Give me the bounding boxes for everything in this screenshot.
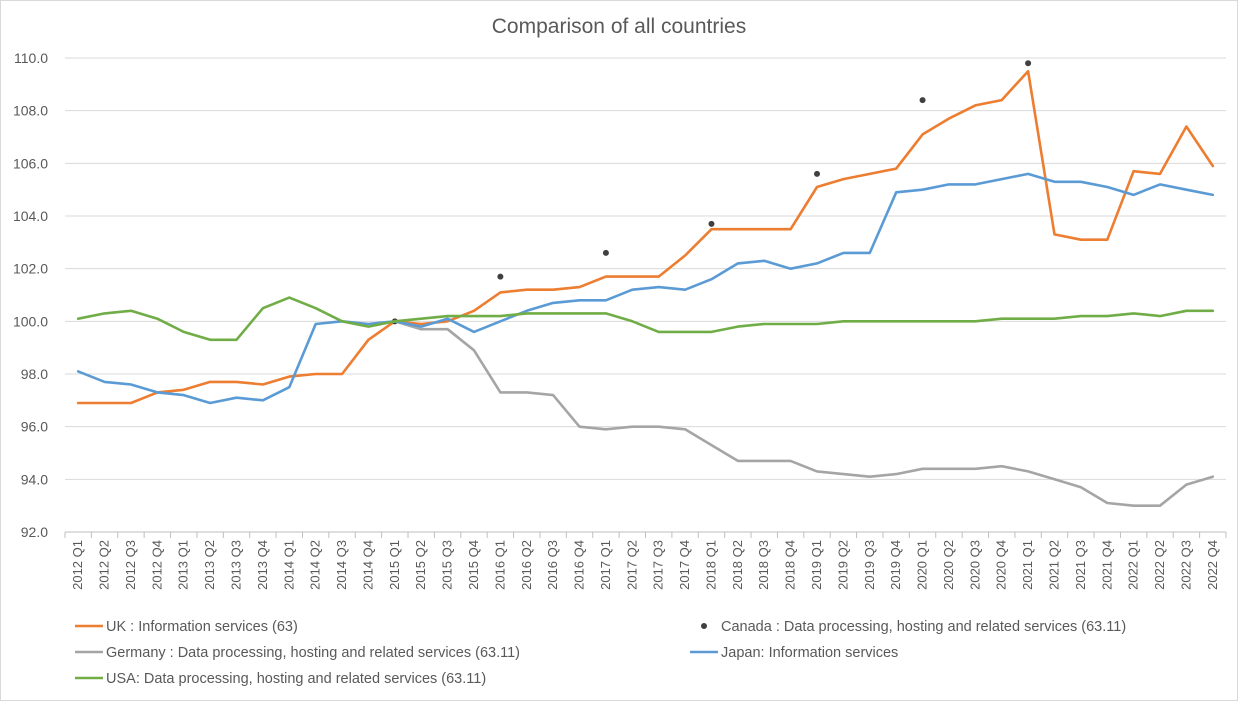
x-tick-label: 2021 Q2	[1046, 540, 1061, 590]
x-tick-label: 2014 Q4	[360, 540, 375, 590]
x-axis: 2012 Q1 2012 Q2 2012 Q3 2012 Q4 2013 Q1 2013 …	[64, 531, 1227, 590]
series-germany	[393, 320, 1215, 507]
x-tick-label: 2014 Q2	[308, 540, 323, 590]
legend-label: Germany : Data processing, hosting and r…	[106, 645, 520, 661]
x-tick-label: 2016 Q4	[572, 540, 587, 590]
series-line	[76, 69, 1215, 405]
series-line	[393, 320, 1215, 507]
x-tick-label: 2014 Q3	[334, 540, 349, 590]
y-tick-label: 102.0	[13, 261, 48, 277]
y-tick-label: 92.0	[21, 524, 48, 540]
x-tick-label: 2019 Q3	[862, 540, 877, 590]
y-tick-label: 108.0	[13, 103, 48, 119]
x-tick-label: 2019 Q2	[835, 540, 850, 590]
legend-item-japan: Japan: Information services	[690, 645, 898, 661]
x-tick-label: 2013 Q4	[255, 540, 270, 590]
series-layer	[76, 60, 1215, 507]
x-tick-label: 2015 Q2	[413, 540, 428, 590]
x-tick-label: 2017 Q2	[624, 540, 639, 590]
legend-marker	[701, 623, 707, 629]
x-tick-label: 2020 Q1	[915, 540, 930, 590]
x-tick-label: 2019 Q1	[809, 540, 824, 590]
x-tick-label: 2015 Q4	[466, 540, 481, 590]
data-point	[814, 170, 821, 177]
chart-title: Comparison of all countries	[492, 15, 746, 38]
x-tick-label: 2012 Q2	[97, 540, 112, 590]
legend-item-usa: USA: Data processing, hosting and relate…	[75, 671, 486, 687]
y-tick-label: 96.0	[21, 419, 48, 435]
x-tick-label: 2014 Q1	[281, 540, 296, 590]
x-tick-label: 2021 Q1	[1020, 540, 1035, 590]
legend-item-uk: UK : Information services (63)	[75, 619, 298, 635]
gridlines	[65, 57, 1226, 480]
x-tick-label: 2018 Q3	[756, 540, 771, 590]
y-tick-label: 110.0	[14, 50, 48, 66]
y-tick-label: 100.0	[13, 313, 48, 329]
x-tick-label: 2021 Q4	[1099, 540, 1114, 590]
series-usa	[76, 296, 1215, 342]
y-tick-label: 104.0	[13, 208, 48, 224]
x-tick-label: 2018 Q1	[703, 540, 718, 590]
x-tick-label: 2012 Q1	[70, 540, 85, 590]
legend-label: UK : Information services (63)	[106, 619, 298, 635]
x-tick-label: 2015 Q1	[387, 540, 402, 590]
legend-item-germany: Germany : Data processing, hosting and r…	[75, 645, 520, 661]
data-point	[919, 97, 926, 104]
y-axis: 92.0 94.0 96.0 98.0 100.0 102.0 104.0 106.0 108.…	[13, 50, 48, 540]
x-tick-label: 2017 Q1	[598, 540, 613, 590]
series-canada	[391, 60, 1032, 325]
y-tick-label: 94.0	[21, 471, 48, 487]
series-line	[76, 296, 1215, 342]
x-tick-label: 2015 Q3	[440, 540, 455, 590]
x-tick-label: 2017 Q4	[677, 540, 692, 590]
x-tick-label: 2018 Q2	[730, 540, 745, 590]
x-tick-label: 2012 Q3	[123, 540, 138, 590]
x-tick-label: 2022 Q4	[1205, 540, 1220, 590]
x-tick-label: 2022 Q1	[1126, 540, 1141, 590]
x-tick-label: 2016 Q2	[519, 540, 534, 590]
x-tick-label: 2022 Q3	[1178, 540, 1193, 590]
x-tick-label: 2021 Q3	[1073, 540, 1088, 590]
data-point	[497, 273, 504, 280]
y-tick-label: 98.0	[21, 366, 48, 382]
x-tick-label: 2016 Q1	[492, 540, 507, 590]
x-tick-label: 2020 Q2	[941, 540, 956, 590]
legend-label: Canada : Data processing, hosting and re…	[721, 619, 1126, 635]
x-tick-label: 2012 Q4	[149, 540, 164, 590]
series-japan	[76, 172, 1215, 405]
data-point	[602, 249, 609, 256]
legend: UK : Information services (63) Canada : D…	[75, 619, 1126, 687]
x-tick-label: 2019 Q4	[888, 540, 903, 590]
x-tick-label: 2016 Q3	[545, 540, 560, 590]
legend-label: Japan: Information services	[721, 645, 898, 661]
x-tick-label: 2013 Q2	[202, 540, 217, 590]
x-tick-label: 2020 Q3	[967, 540, 982, 590]
data-point	[1025, 60, 1032, 67]
data-point	[708, 220, 715, 227]
x-tick-label: 2017 Q3	[651, 540, 666, 590]
series-line	[76, 172, 1215, 405]
x-tick-label: 2013 Q1	[176, 540, 191, 590]
x-tick-label: 2013 Q3	[229, 540, 244, 590]
x-tick-label: 2022 Q2	[1152, 540, 1167, 590]
x-tick-label: 2018 Q4	[783, 540, 798, 590]
y-tick-label: 106.0	[13, 155, 48, 171]
legend-item-canada: Canada : Data processing, hosting and re…	[701, 619, 1126, 635]
legend-label: USA: Data processing, hosting and relate…	[106, 671, 486, 687]
series-uk	[76, 69, 1215, 405]
x-tick-label: 2020 Q4	[994, 540, 1009, 590]
